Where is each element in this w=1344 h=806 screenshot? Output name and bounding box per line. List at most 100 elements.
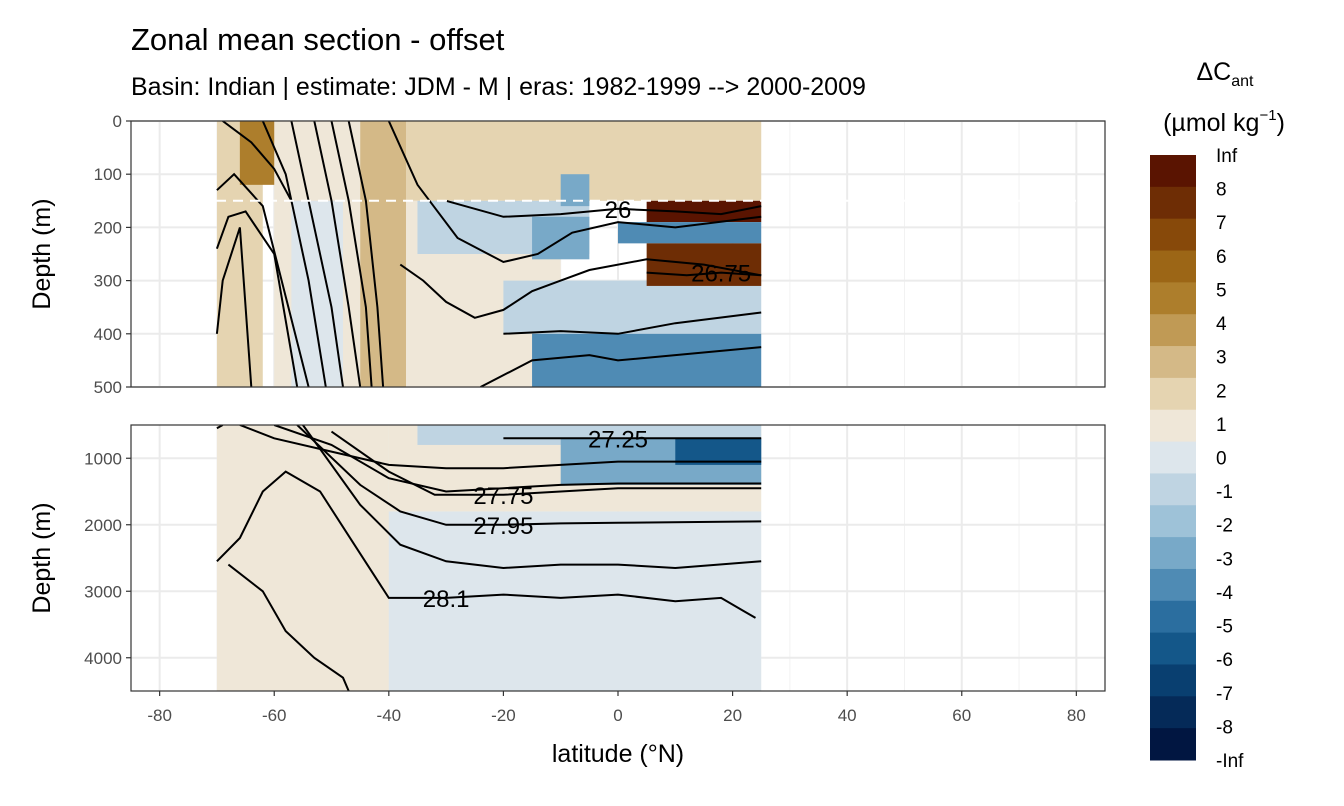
isopycnal-line: [216, 172, 310, 387]
legend-swatch: [1150, 186, 1196, 220]
legend-swatch: [1150, 314, 1196, 347]
legend-swatch: [1150, 537, 1196, 570]
legend-tick-label: 2: [1216, 381, 1227, 402]
x-tick-label: -60: [262, 706, 287, 725]
isopycnal-line: [273, 425, 762, 493]
x-tick-label: -20: [491, 706, 516, 725]
legend-color-bar: [1150, 155, 1196, 761]
legend-swatch: [1150, 696, 1196, 729]
isopycnal-line: [239, 425, 762, 470]
isopycnal-line: [503, 311, 762, 335]
y-tick-label: 500: [94, 378, 122, 397]
legend-swatch: [1150, 250, 1196, 283]
y-tick-label: 400: [94, 325, 122, 344]
legend-tick-label: -7: [1216, 684, 1233, 705]
legend-unit-close: ): [1277, 109, 1285, 137]
y-tick-label: 3000: [84, 582, 122, 601]
isopycnal-line: [215, 227, 253, 387]
isopycnal-line: [222, 121, 293, 202]
contour-label: 26: [605, 197, 632, 224]
fill-region: [360, 121, 407, 387]
legend-tick-label: -Inf: [1216, 751, 1244, 772]
legend-swatch: [1150, 377, 1196, 411]
y-tick-label: 2000: [84, 516, 122, 535]
isopycnal-line: [445, 199, 762, 218]
legend-tick-label: 7: [1216, 213, 1227, 234]
legend-unit: (µmol kg−1): [1163, 107, 1285, 137]
fill-region: [646, 200, 762, 223]
isopycnal-line: [480, 346, 762, 387]
lower-panel: 1000 2000 3000 4000: [84, 424, 1106, 692]
legend-swatch: [1150, 441, 1196, 474]
x-tick-label: -40: [377, 706, 402, 725]
isopycnal-line: [387, 121, 762, 264]
legend-swatch: [1150, 600, 1196, 634]
legend-swatch: [1150, 664, 1196, 697]
upper-panel: 0 100 200 300 400 500: [94, 112, 1106, 397]
isopycnal-line: [330, 430, 762, 496]
isopycnal-line: [313, 121, 362, 387]
isopycnal-line: [646, 271, 762, 277]
legend-tick-label: -5: [1216, 617, 1233, 638]
y-axis-title-lower: Depth (m): [28, 502, 56, 613]
x-axis: -80 -60 -40 -20 0 20 40 60 80: [147, 691, 1086, 725]
legend-tick-label: -1: [1216, 482, 1233, 503]
legend-tick-label: 5: [1216, 280, 1227, 301]
isopycnal-line: [399, 258, 762, 319]
legend-swatch: [1150, 346, 1196, 379]
isopycnal-line: [261, 121, 327, 387]
isopycnal-line: [330, 121, 373, 387]
upper-panel-border: [130, 120, 1106, 388]
legend-tick-label: 3: [1216, 348, 1227, 369]
contours-lower: [216, 425, 762, 691]
contour-labels: 26 26.75 27.25 27.75 27.95 28.1: [423, 197, 751, 613]
legend-tick-label: Inf: [1216, 146, 1238, 167]
fill-region: [675, 438, 762, 465]
legend-tick-label: -8: [1216, 717, 1233, 738]
legend-swatch: [1150, 155, 1196, 188]
legend-tick-label: -6: [1216, 650, 1233, 671]
legend-swatch: [1150, 632, 1196, 665]
legend-tick-label: -4: [1216, 583, 1233, 604]
y-tick-label: 200: [94, 218, 122, 237]
legend-swatch: [1150, 409, 1196, 443]
legend-title-symbol: ΔC: [1196, 58, 1231, 86]
y-tick-label: 300: [94, 272, 122, 291]
legend-swatch: [1150, 473, 1196, 506]
y-tick-label: 1000: [84, 449, 122, 468]
x-tick-label: 80: [1067, 706, 1086, 725]
legend-unit-text: (µmol kg: [1163, 109, 1259, 137]
yticks-lower: 1000 2000 3000 4000: [84, 449, 131, 668]
x-tick-label: 40: [838, 706, 857, 725]
contours-upper: [215, 121, 762, 387]
chart-subtitle: Basin: Indian | estimate: JDM - M | eras…: [131, 73, 866, 101]
y-tick-label: 100: [94, 165, 122, 184]
fill-region: [388, 511, 762, 691]
x-axis-title: latitude (°N): [552, 740, 684, 768]
x-tick-label: 60: [952, 706, 971, 725]
isopycnal-line: [216, 470, 757, 619]
fill-region: [532, 333, 762, 387]
isopycnal-line: [296, 425, 762, 526]
fill-region: [618, 222, 762, 244]
contour-label: 28.1: [423, 586, 470, 613]
legend-swatch: [1150, 218, 1196, 252]
x-tick-label: -80: [147, 706, 172, 725]
isopycnal-line: [302, 425, 762, 570]
legend-tick-label: -2: [1216, 516, 1233, 537]
y-tick-label: 4000: [84, 649, 122, 668]
y-tick-label: 0: [113, 112, 122, 131]
contour-label: 27.25: [588, 426, 648, 453]
y-axis-title-upper: Depth (m): [28, 198, 56, 309]
isopycnal-line: [215, 210, 299, 387]
contour-label: 27.75: [473, 483, 533, 510]
legend-title: ΔCant: [1196, 58, 1254, 90]
fill-region: [503, 280, 762, 334]
isopycnal-line: [347, 121, 385, 387]
x-tick-label: 0: [613, 706, 622, 725]
legend-tick-label: 6: [1216, 247, 1227, 268]
legend-tick-label: 4: [1216, 314, 1227, 335]
isopycnal-line: [227, 563, 350, 691]
legend-swatch: [1150, 728, 1196, 761]
